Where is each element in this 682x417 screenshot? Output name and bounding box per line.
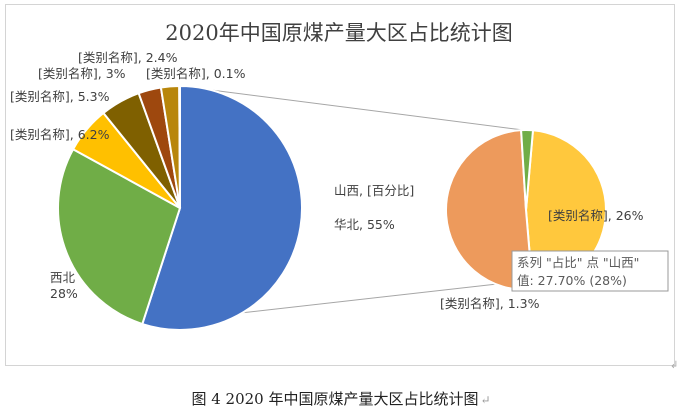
primary-label-5: [类别名称], 2.4% [78, 50, 178, 65]
primary-slice-0 [141, 84, 303, 331]
secondary-slice-1 [445, 129, 534, 291]
primary-label-0: 华北, 55% [334, 217, 395, 232]
primary-label-4: [类别名称], 3% [38, 66, 126, 81]
secondary-pie [445, 129, 607, 291]
tooltip-line-2: 值: 27.70% (28%) [517, 273, 627, 288]
paragraph-mark-icon: ↵ [480, 393, 491, 407]
secondary-slice-2 [520, 129, 535, 211]
chart-title: 2020年中国原煤产量大区占比统计图 [165, 21, 512, 45]
primary-slice-6 [178, 84, 181, 209]
primary-label-6: [类别名称], 0.1% [146, 66, 246, 81]
connector-top [179, 85, 524, 131]
primary-label-3: [类别名称], 5.3% [10, 89, 110, 104]
secondary-label-0: [类别名称], 26% [548, 208, 644, 223]
chart-tooltip: 系列 "占比" 点 "山西" 值: 27.70% (28%) [511, 250, 669, 292]
secondary-label-1: 山西, [百分比] [334, 183, 414, 198]
figure-caption: 图 4 2020 年中国原煤产量大区占比统计图 ↵ [0, 388, 682, 409]
secondary-label-2: [类别名称], 1.3% [440, 296, 540, 311]
primary-label-2: [类别名称], 6.2% [10, 127, 110, 142]
tooltip-box [511, 250, 669, 292]
primary-pie [57, 84, 303, 331]
primary-slice-1 [57, 147, 182, 326]
caption-text: 图 4 2020 年中国原煤产量大区占比统计图 [191, 390, 479, 408]
primary-label-1-line-1: 28% [50, 286, 78, 301]
tooltip-line-1: 系列 "占比" 点 "山西" [517, 255, 639, 270]
primary-label-1-line-0: 西北 [50, 270, 76, 285]
corner-mark-icon: ↲ [670, 360, 679, 371]
